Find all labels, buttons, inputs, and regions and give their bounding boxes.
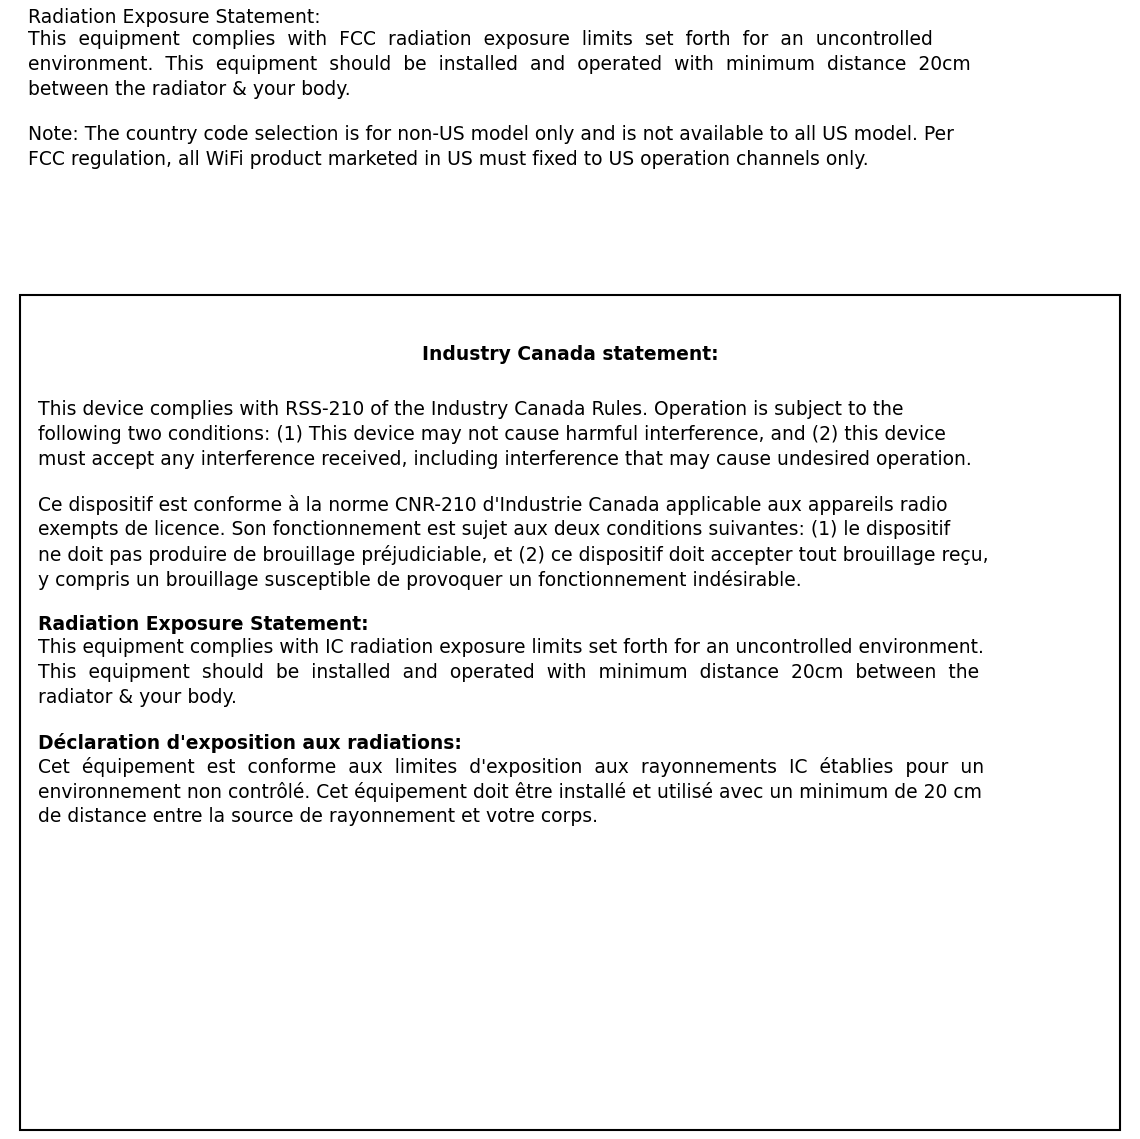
Text: This device complies with RSS-210 of the Industry Canada Rules. Operation is sub: This device complies with RSS-210 of the… bbox=[38, 400, 904, 419]
Text: Déclaration d'exposition aux radiations:: Déclaration d'exposition aux radiations: bbox=[38, 734, 462, 753]
Text: Radiation Exposure Statement:: Radiation Exposure Statement: bbox=[28, 8, 320, 27]
Text: exempts de licence. Son fonctionnement est sujet aux deux conditions suivantes: : exempts de licence. Son fonctionnement e… bbox=[38, 521, 950, 539]
Text: ne doit pas produire de brouillage préjudiciable, et (2) ce dispositif doit acce: ne doit pas produire de brouillage préju… bbox=[38, 544, 988, 565]
Text: Radiation Exposure Statement:: Radiation Exposure Statement: bbox=[38, 615, 368, 634]
Text: between the radiator & your body.: between the radiator & your body. bbox=[28, 80, 351, 99]
Text: environnement non contrôlé. Cet équipement doit être installé et utilisé avec un: environnement non contrôlé. Cet équipeme… bbox=[38, 782, 982, 802]
Text: Cet  équipement  est  conforme  aux  limites  d'exposition  aux  rayonnements  I: Cet équipement est conforme aux limites … bbox=[38, 757, 984, 777]
Text: Note: The country code selection is for non-US model only and is not available t: Note: The country code selection is for … bbox=[28, 125, 954, 144]
Bar bbox=[21, 295, 1119, 1130]
Text: y compris un brouillage susceptible de provoquer un fonctionnement indésirable.: y compris un brouillage susceptible de p… bbox=[38, 570, 801, 590]
Text: must accept any interference received, including interference that may cause und: must accept any interference received, i… bbox=[38, 450, 971, 469]
Text: Ce dispositif est conforme à la norme CNR-210 d'Industrie Canada applicable aux : Ce dispositif est conforme à la norme CN… bbox=[38, 495, 947, 515]
Text: This  equipment  complies  with  FCC  radiation  exposure  limits  set  forth  f: This equipment complies with FCC radiati… bbox=[28, 30, 933, 49]
Text: radiator & your body.: radiator & your body. bbox=[38, 688, 237, 707]
Text: FCC regulation, all WiFi product marketed in US must fixed to US operation chann: FCC regulation, all WiFi product markete… bbox=[28, 150, 869, 169]
Text: This  equipment  should  be  installed  and  operated  with  minimum  distance  : This equipment should be installed and o… bbox=[38, 663, 979, 682]
Text: environment.  This  equipment  should  be  installed  and  operated  with  minim: environment. This equipment should be in… bbox=[28, 55, 971, 74]
Text: Industry Canada statement:: Industry Canada statement: bbox=[422, 345, 718, 364]
Text: following two conditions: (1) This device may not cause harmful interference, an: following two conditions: (1) This devic… bbox=[38, 425, 946, 444]
Text: de distance entre la source de rayonnement et votre corps.: de distance entre la source de rayonneme… bbox=[38, 808, 598, 826]
Text: This equipment complies with IC radiation exposure limits set forth for an uncon: This equipment complies with IC radiatio… bbox=[38, 638, 984, 657]
